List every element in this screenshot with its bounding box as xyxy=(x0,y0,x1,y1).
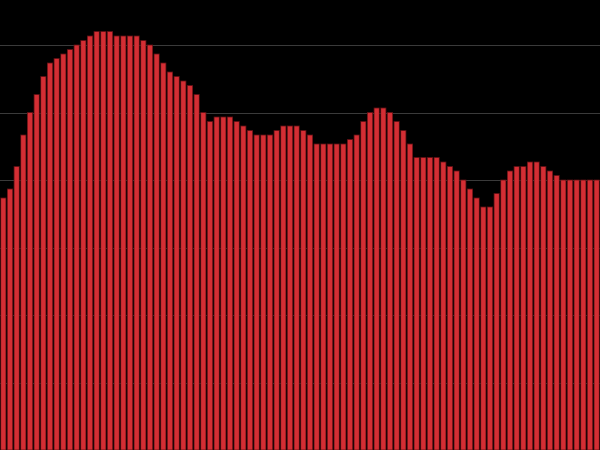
bar xyxy=(0,197,7,450)
bar xyxy=(160,62,167,450)
bar xyxy=(7,188,13,450)
bar xyxy=(193,94,200,450)
bar xyxy=(466,188,473,450)
bar xyxy=(60,53,67,450)
bar xyxy=(320,143,327,450)
bar xyxy=(53,58,60,450)
bar xyxy=(286,125,293,450)
bar xyxy=(340,143,347,450)
bar xyxy=(593,179,600,450)
bar xyxy=(260,134,267,450)
bar xyxy=(80,40,87,450)
bar xyxy=(173,76,180,450)
bar xyxy=(166,71,173,450)
bar xyxy=(26,112,33,450)
bar xyxy=(73,44,80,450)
bar xyxy=(440,161,447,450)
bar xyxy=(133,35,140,450)
bar xyxy=(280,125,287,450)
bar xyxy=(146,44,153,450)
bar xyxy=(353,134,360,450)
bar xyxy=(520,166,527,450)
bar xyxy=(153,53,160,450)
bar xyxy=(580,179,587,450)
bar xyxy=(473,197,480,450)
bar xyxy=(107,31,114,450)
bar xyxy=(333,143,340,450)
grid-lines xyxy=(0,45,600,384)
bar xyxy=(420,157,427,450)
bar xyxy=(33,94,40,450)
bar xyxy=(67,49,74,450)
bar xyxy=(313,143,320,450)
bar xyxy=(587,179,594,450)
bar xyxy=(527,161,534,450)
bar xyxy=(453,170,460,450)
bar xyxy=(220,116,227,450)
bar xyxy=(47,62,54,450)
bar xyxy=(460,179,467,450)
bar xyxy=(506,170,513,450)
bar xyxy=(253,134,260,450)
bar xyxy=(273,130,280,450)
bar xyxy=(246,130,253,450)
bar xyxy=(493,193,500,450)
bar xyxy=(547,170,554,450)
bar xyxy=(140,40,147,450)
bar xyxy=(13,166,20,450)
bar xyxy=(480,206,487,450)
bar xyxy=(300,130,307,450)
bar xyxy=(433,157,440,450)
bar xyxy=(293,125,300,450)
bar xyxy=(446,166,453,450)
bar xyxy=(120,35,127,450)
bar xyxy=(406,143,413,450)
bar xyxy=(426,157,433,450)
bar xyxy=(540,166,547,450)
bar xyxy=(393,121,400,450)
bar xyxy=(186,85,193,450)
bar xyxy=(100,31,107,450)
bar xyxy=(567,179,574,450)
bar xyxy=(366,112,373,450)
bar xyxy=(40,76,47,450)
bar xyxy=(180,80,187,450)
bar xyxy=(200,112,207,450)
bar xyxy=(553,175,560,450)
bar xyxy=(500,179,507,450)
bar xyxy=(560,179,567,450)
bar xyxy=(513,166,520,450)
bar-series xyxy=(0,31,600,450)
bar xyxy=(533,161,540,450)
bar xyxy=(400,130,407,450)
bar xyxy=(373,107,380,450)
bar xyxy=(413,157,420,450)
bar xyxy=(226,116,233,450)
bar xyxy=(113,35,120,450)
bar xyxy=(346,139,353,450)
bar xyxy=(386,112,393,450)
bar xyxy=(213,116,220,450)
bar xyxy=(486,206,493,450)
bar xyxy=(360,121,367,450)
bar xyxy=(240,125,247,450)
bar xyxy=(573,179,580,450)
bar xyxy=(380,107,387,450)
bar xyxy=(306,134,313,450)
bar xyxy=(87,35,94,450)
bar xyxy=(127,35,134,450)
bar xyxy=(93,31,100,450)
bar xyxy=(266,134,273,450)
bar xyxy=(233,121,240,450)
bar xyxy=(326,143,333,450)
bar xyxy=(206,121,213,450)
bar xyxy=(20,134,27,450)
